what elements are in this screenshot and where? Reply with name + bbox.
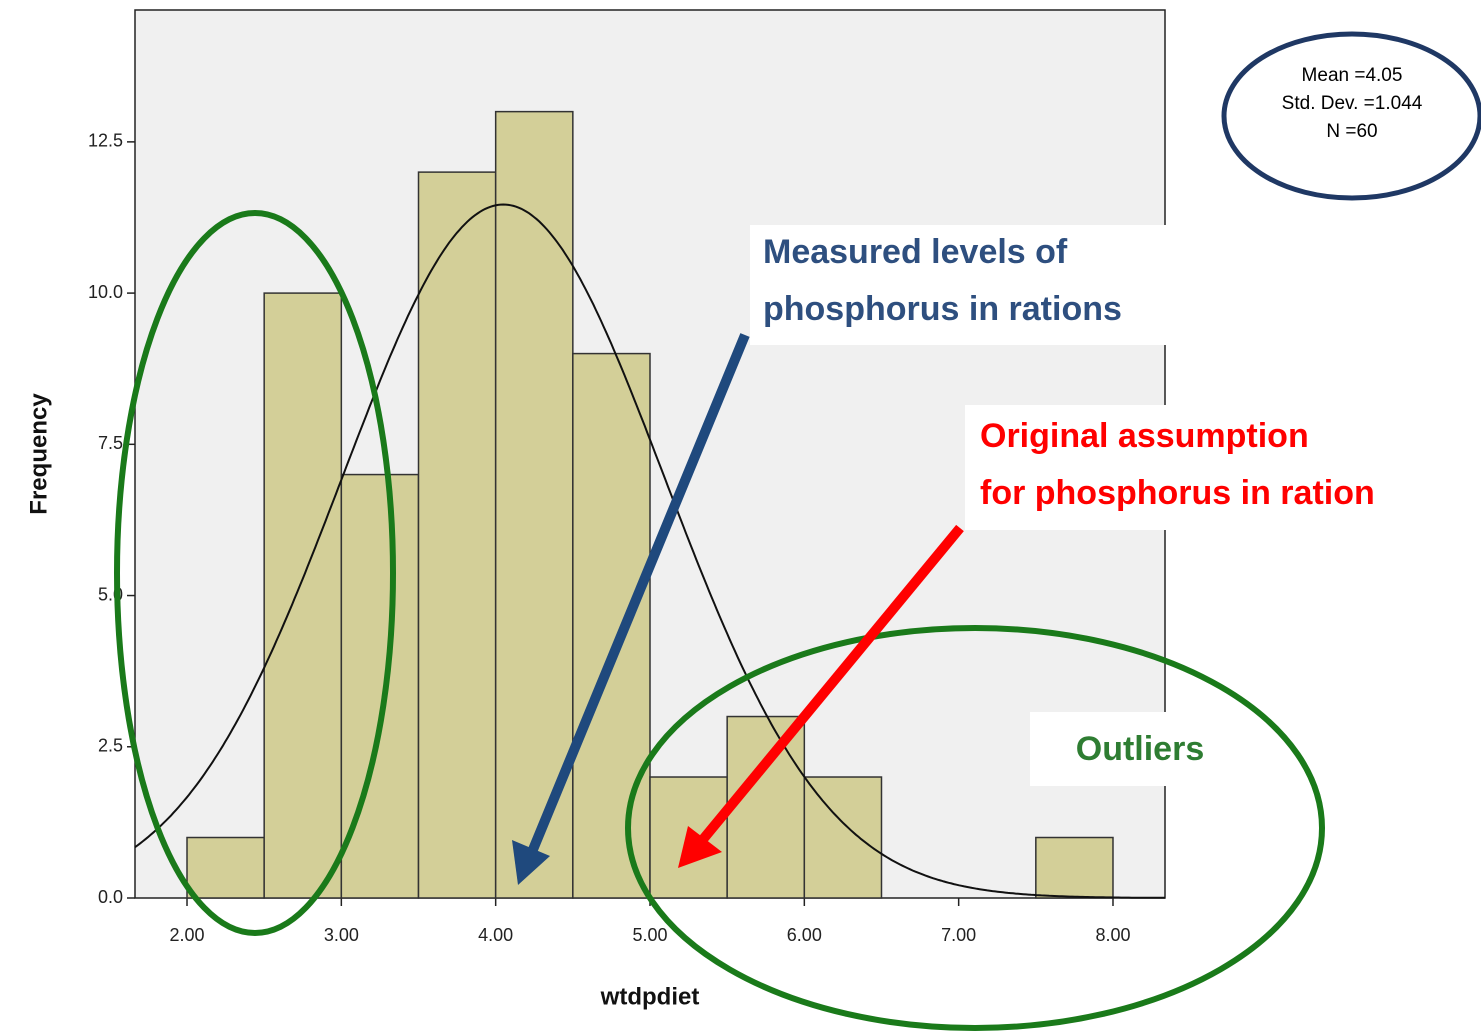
- y-tick-label: 7.5: [98, 433, 123, 453]
- x-axis-label: wtdpdiet: [600, 983, 700, 1010]
- x-tick-label: 7.00: [941, 925, 976, 945]
- stats-text: Std. Dev. =1.044: [1282, 93, 1423, 114]
- y-axis-label: Frequency: [25, 393, 52, 515]
- x-tick-label: 6.00: [787, 925, 822, 945]
- arrow: [527, 333, 750, 854]
- y-tick-label: 10.0: [88, 282, 123, 302]
- x-tick-label: 2.00: [169, 925, 204, 945]
- bar: [263, 292, 343, 899]
- bar: [803, 776, 883, 899]
- label-box: [750, 225, 1200, 345]
- left-ellipse: [114, 210, 396, 936]
- x-tick-label: 4.00: [478, 925, 513, 945]
- stats-text: Mean =4.05: [1302, 65, 1403, 86]
- annotation: Outliers: [1076, 730, 1204, 768]
- stats-ellipse: [1221, 31, 1481, 201]
- bar: [494, 110, 574, 899]
- annotation: for phosphorus in ration: [980, 474, 1375, 512]
- marks: 0.02.55.07.510.012.52.00 3.00 4.00 5.00 6.00…: [88, 110, 1165, 945]
- arrow: [696, 524, 964, 847]
- y-tick-label: 0.0: [98, 887, 123, 907]
- y-tick-label: 12.5: [88, 131, 123, 151]
- x-tick-label: 8.00: [1095, 925, 1130, 945]
- annotation: phosphorus in rations: [763, 290, 1122, 328]
- annotation: Original assumption: [980, 417, 1309, 455]
- bar: [186, 836, 265, 899]
- annotation: Measured levels of: [763, 233, 1068, 271]
- bar: [572, 352, 651, 899]
- y-tick-label: 2.5: [98, 736, 123, 756]
- x-tick-label: 5.00: [632, 925, 667, 945]
- stats-text: N =60: [1326, 121, 1377, 142]
- arrowhead: [512, 840, 550, 885]
- x-tick-label: 3.00: [324, 925, 359, 945]
- normal-curve: [134, 203, 1165, 899]
- outlier-ellipse: [625, 625, 1325, 1031]
- bar: [1035, 836, 1114, 899]
- arrowhead: [678, 826, 722, 868]
- bar: [417, 171, 497, 899]
- label-box: [965, 405, 1470, 530]
- bar: [726, 715, 806, 899]
- label-box: [1030, 712, 1250, 786]
